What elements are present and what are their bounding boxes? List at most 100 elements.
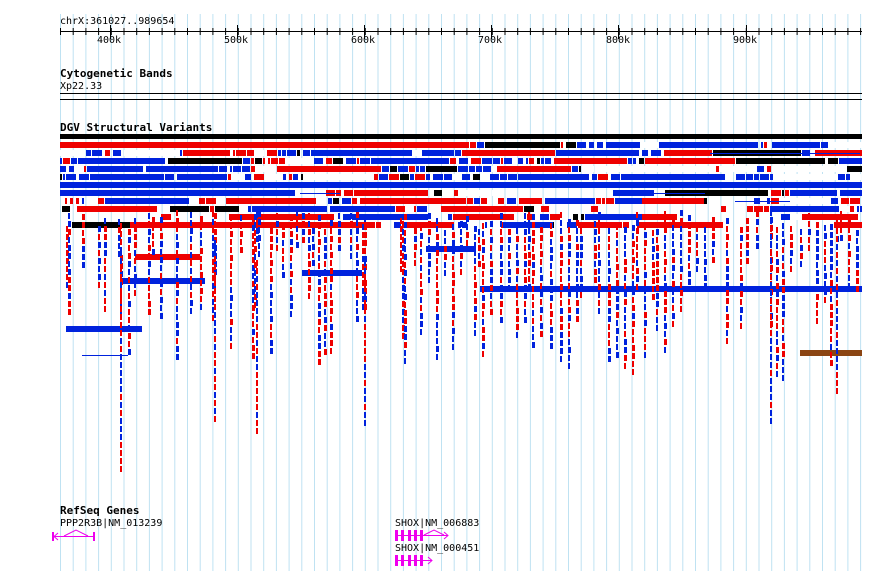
variant-feature (324, 341, 326, 347)
variant-feature (656, 237, 658, 243)
variant-feature (462, 150, 555, 156)
variant-feature (644, 240, 647, 246)
variant-feature (398, 166, 408, 172)
variant-feature (830, 344, 832, 350)
variant-feature (824, 281, 826, 287)
variant-feature (60, 190, 295, 196)
variant-feature (830, 304, 833, 310)
variant-feature (771, 190, 781, 196)
variant-feature (230, 239, 232, 245)
cytoband-track-title[interactable]: Cytogenetic Bands (60, 67, 173, 80)
variant-feature (756, 243, 759, 249)
variant-feature (68, 253, 71, 259)
variant-feature (105, 150, 110, 156)
variant-feature (176, 242, 179, 248)
variant-feature (402, 261, 404, 267)
variant-feature (256, 372, 258, 378)
variant-feature (680, 234, 682, 240)
variant-feature (233, 150, 235, 156)
variant-feature (104, 290, 106, 296)
variant-feature (404, 230, 406, 236)
variant-feature (616, 328, 619, 334)
variant-feature (466, 232, 469, 238)
dgv-track (60, 134, 862, 472)
variant-feature (68, 237, 70, 243)
gene-label[interactable]: SHOX|NM_006883 (395, 518, 480, 529)
variant-feature (516, 284, 518, 290)
variant-feature (371, 158, 449, 164)
variant-feature (740, 267, 742, 273)
variant-feature (746, 258, 749, 264)
variant-feature (632, 337, 634, 343)
variant-feature (726, 322, 729, 328)
variant-feature (782, 375, 784, 381)
variant-feature (490, 237, 493, 243)
variant-feature (68, 285, 71, 291)
variant-feature (770, 210, 772, 216)
variant-feature (200, 248, 203, 254)
variant-feature (318, 287, 321, 293)
variant-feature (824, 233, 827, 239)
variant-feature (836, 236, 838, 242)
ruler-tick-label: 600k (351, 35, 376, 46)
variant-feature (532, 246, 534, 252)
variant-feature (540, 291, 543, 297)
variant-feature (270, 316, 273, 322)
refseq-track (52, 529, 449, 566)
variant-feature (118, 251, 120, 257)
variant-feature (616, 296, 619, 302)
variant-feature (568, 307, 571, 313)
variant-feature (212, 251, 215, 257)
variant-feature (632, 233, 634, 239)
variant-feature (664, 227, 667, 233)
variant-feature (256, 364, 258, 370)
variant-feature (404, 334, 407, 340)
gene-label[interactable]: PPP2R3B|NM_013239 (60, 518, 163, 529)
variant-feature (664, 243, 666, 249)
variant-feature (256, 260, 258, 266)
variant-feature (120, 426, 122, 432)
variant-feature (82, 262, 85, 268)
variant-feature (350, 229, 352, 235)
variant-feature (333, 158, 343, 164)
variant-feature (853, 174, 861, 180)
variant-feature (160, 265, 162, 271)
variant-feature (282, 232, 285, 238)
variant-feature (838, 174, 845, 180)
variant-feature (302, 213, 305, 219)
variant-feature (302, 237, 305, 243)
variant-feature (644, 304, 646, 310)
variant-feature (644, 264, 646, 270)
variant-feature (68, 269, 71, 275)
gene-label[interactable]: SHOX|NM_000451 (395, 543, 480, 554)
variant-feature (550, 335, 553, 341)
variant-feature (296, 242, 299, 248)
variant-feature (252, 273, 254, 279)
variant-feature (279, 158, 285, 164)
variant-feature (214, 376, 216, 382)
variant-feature (252, 257, 255, 263)
variant-feature (645, 158, 735, 164)
variant-feature (482, 343, 485, 349)
variant-feature (318, 295, 320, 301)
variant-feature (60, 142, 450, 148)
variant-feature (247, 150, 254, 156)
variant-feature (254, 246, 257, 252)
variant-feature (148, 237, 150, 243)
variant-feature (420, 329, 422, 335)
variant-feature (160, 313, 163, 319)
variant-feature (330, 316, 332, 322)
variant-feature (474, 306, 477, 312)
variant-feature (360, 198, 466, 204)
variant-feature (212, 235, 214, 241)
dgv-track-title[interactable]: DGV Structural Variants (60, 121, 213, 134)
variant-feature (134, 242, 137, 248)
variant-feature (830, 328, 832, 334)
variant-feature (258, 227, 260, 233)
refseq-track-title[interactable]: RefSeq Genes (60, 504, 140, 517)
variant-feature (214, 352, 216, 358)
variant-feature (780, 198, 828, 204)
variant-feature (66, 274, 68, 280)
variant-feature (782, 343, 785, 349)
variant-feature (637, 222, 723, 228)
